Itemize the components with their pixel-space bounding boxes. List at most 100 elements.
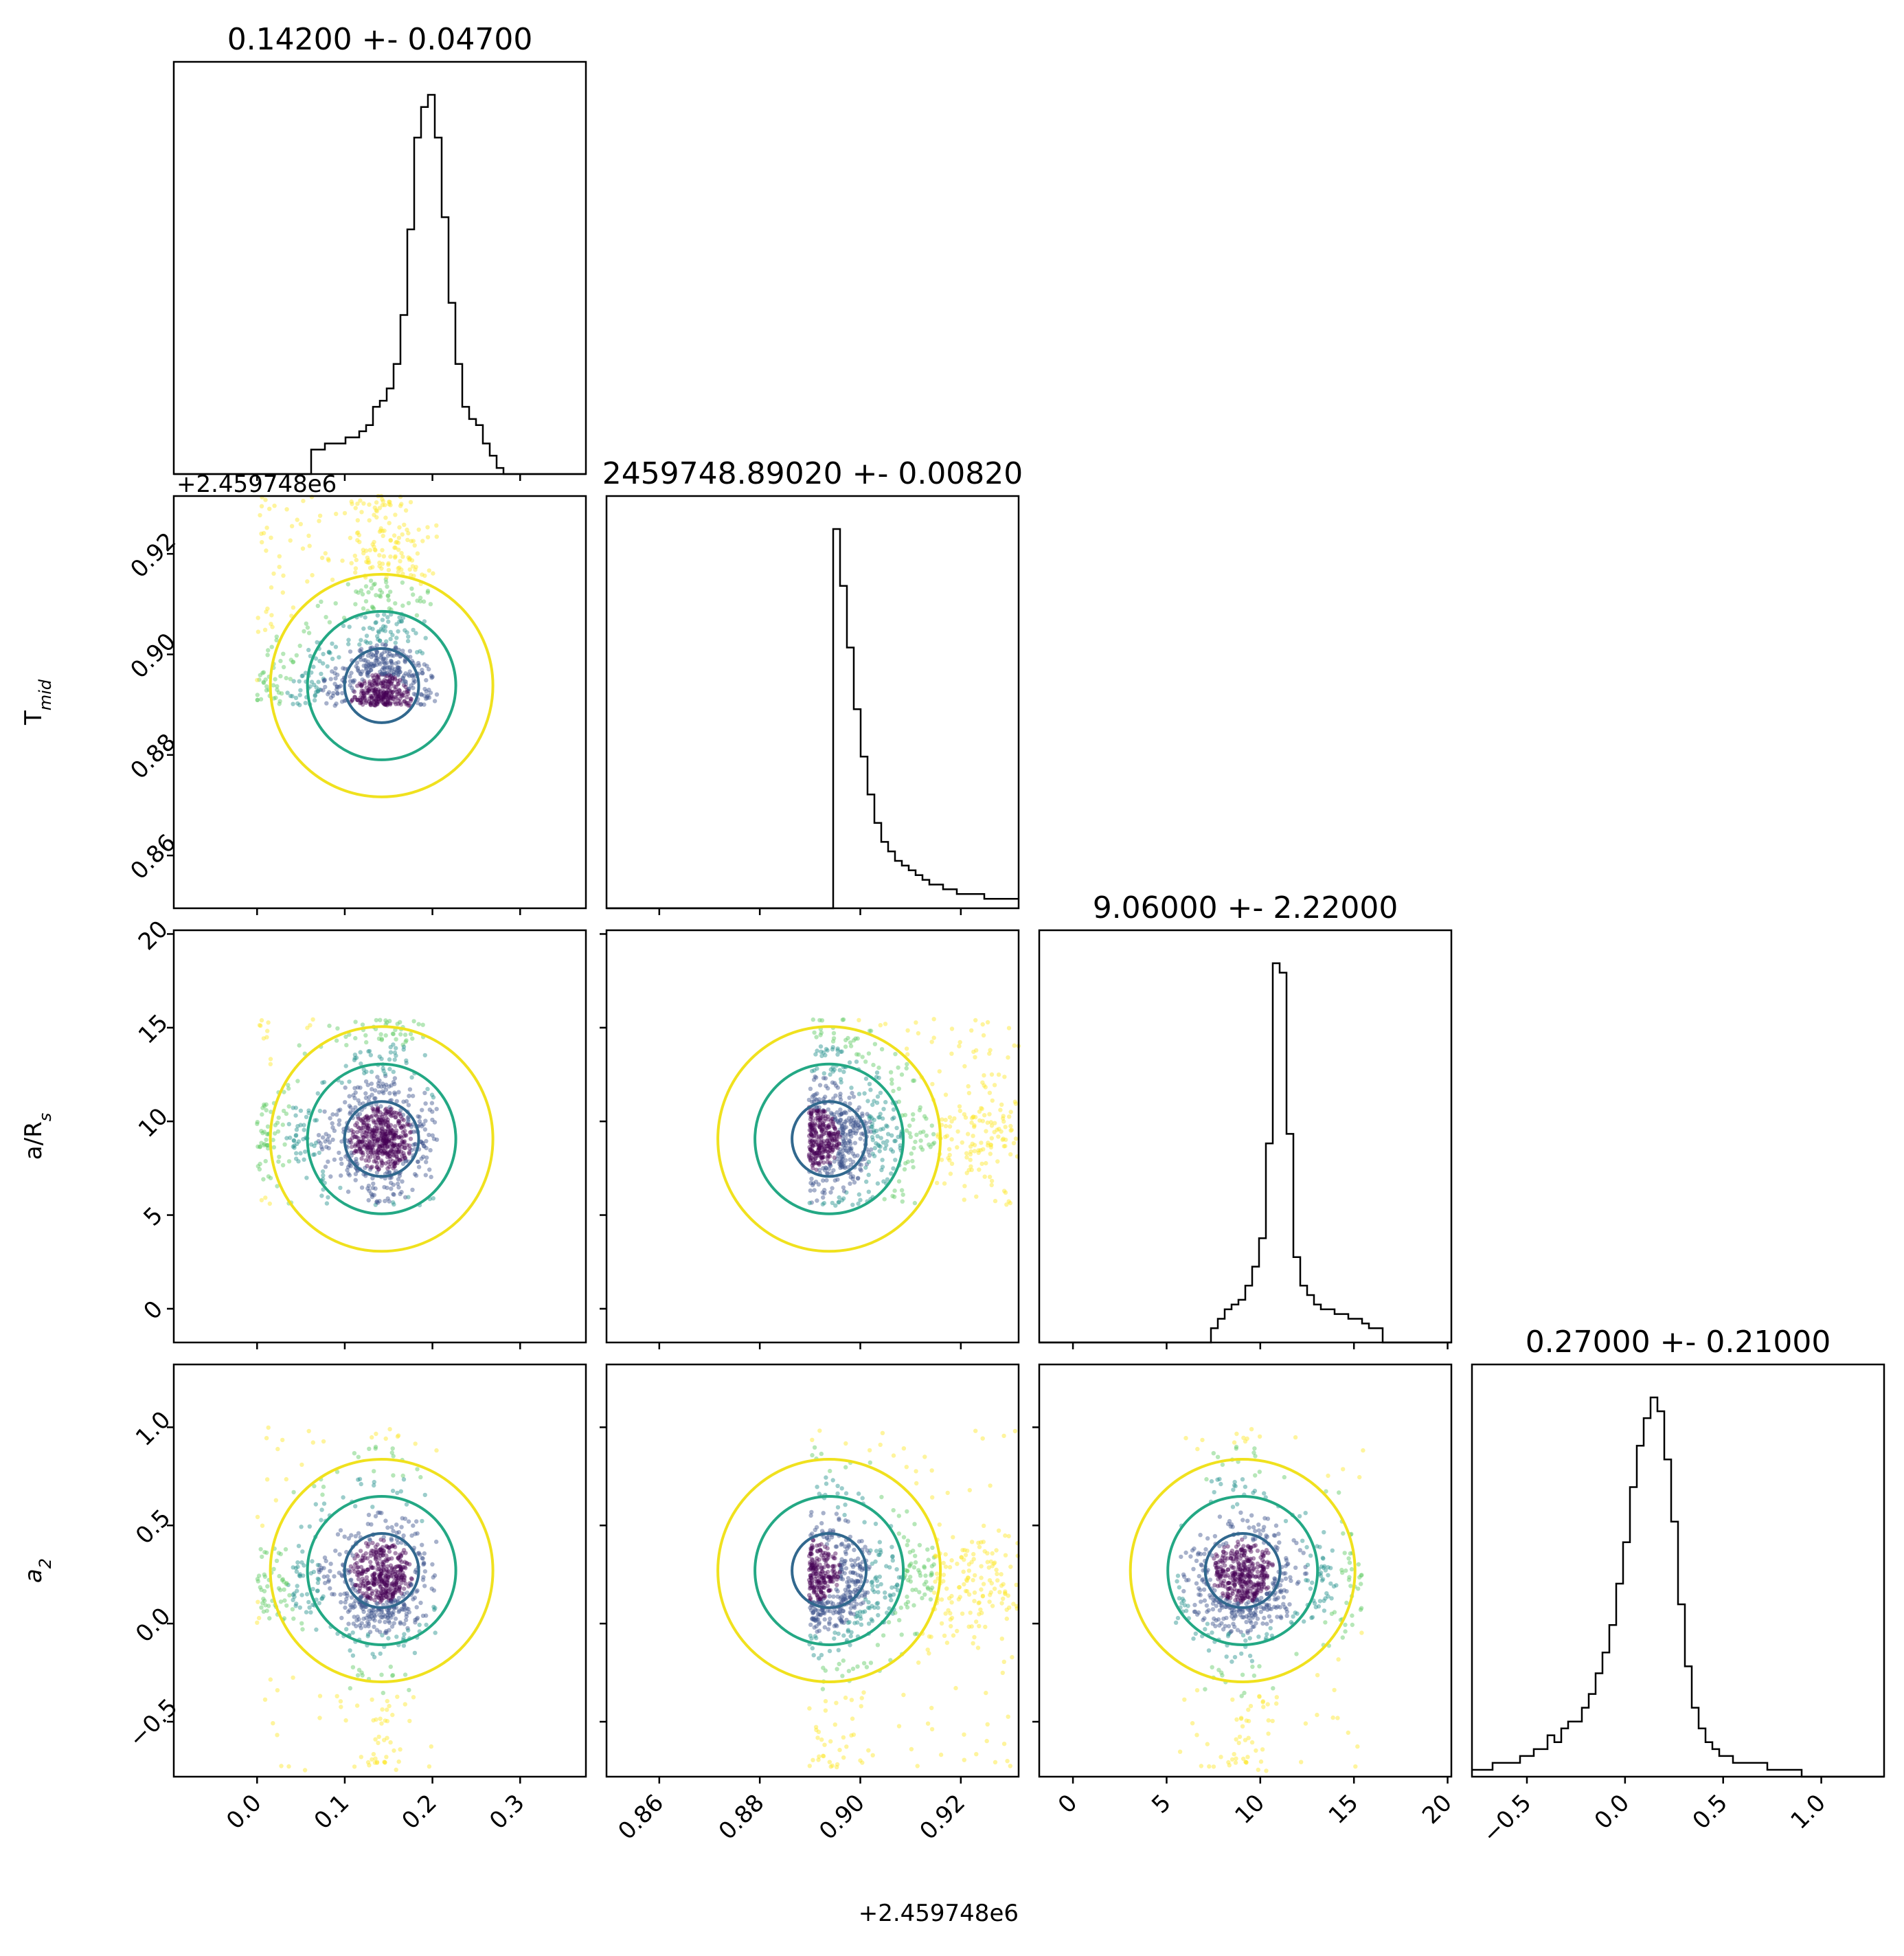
scatter-point bbox=[379, 1160, 384, 1165]
scatter-point bbox=[362, 694, 367, 699]
scatter-a2-vs-tmid bbox=[806, 1428, 1021, 1770]
scatter-point bbox=[355, 1143, 361, 1147]
scatter-point bbox=[384, 1140, 389, 1145]
scatter-point bbox=[368, 702, 374, 708]
scatter-point bbox=[320, 1596, 325, 1601]
scatter-point bbox=[366, 688, 371, 693]
scatter-point bbox=[394, 540, 398, 545]
scatter-point bbox=[385, 700, 389, 705]
scatter-point bbox=[317, 1716, 322, 1720]
scatter-point bbox=[859, 1538, 864, 1544]
scatter-point bbox=[1256, 1528, 1262, 1533]
scatter-point bbox=[379, 1036, 385, 1042]
scatter-point bbox=[383, 625, 388, 629]
scatter-point bbox=[265, 1584, 270, 1589]
scatter-point bbox=[847, 1095, 852, 1101]
scatter-point bbox=[385, 665, 389, 670]
scatter-point bbox=[889, 1081, 894, 1086]
scatter-point bbox=[859, 1593, 865, 1598]
scatter-point bbox=[367, 1763, 372, 1768]
scatter-point bbox=[404, 700, 409, 706]
scatter-point bbox=[411, 574, 416, 578]
scatter-point bbox=[314, 1627, 319, 1632]
scatter-point bbox=[987, 1174, 993, 1180]
scatter-point bbox=[384, 639, 389, 644]
scatter-point bbox=[893, 1052, 898, 1057]
scatter-point bbox=[403, 628, 407, 633]
scatter-point bbox=[384, 690, 389, 695]
scatter-point bbox=[421, 599, 427, 604]
scatter-point bbox=[828, 1616, 832, 1621]
scatter-point bbox=[338, 1592, 343, 1597]
scatter-point bbox=[816, 1583, 821, 1588]
scatter-point bbox=[315, 689, 320, 694]
scatter-point bbox=[965, 1549, 970, 1553]
scatter-point bbox=[375, 613, 380, 618]
scatter-point bbox=[302, 1563, 306, 1568]
scatter-point bbox=[1224, 1615, 1229, 1621]
scatter-point bbox=[846, 1544, 852, 1549]
scatter-point bbox=[372, 702, 377, 708]
scatter-point bbox=[368, 662, 373, 667]
scatter-point bbox=[385, 703, 389, 708]
scatter-point bbox=[381, 686, 385, 690]
scatter-point bbox=[434, 1539, 439, 1544]
scatter-point bbox=[399, 1567, 404, 1572]
scatter-point bbox=[852, 1547, 857, 1553]
scatter-ars-vs-rp bbox=[255, 1017, 440, 1208]
scatter-point bbox=[372, 1618, 377, 1623]
scatter-point bbox=[420, 539, 425, 543]
scatter-point bbox=[316, 1138, 321, 1144]
scatter-point bbox=[266, 1174, 271, 1179]
scatter-point bbox=[839, 1569, 845, 1575]
scatter-point bbox=[386, 693, 391, 697]
scatter-point bbox=[944, 1586, 949, 1591]
scatter-point bbox=[387, 1137, 392, 1143]
scatter-point bbox=[369, 661, 374, 666]
scatter-point bbox=[356, 590, 361, 595]
scatter-point bbox=[277, 1573, 282, 1579]
scatter-point bbox=[320, 1147, 325, 1151]
scatter-point bbox=[322, 677, 328, 682]
scatter-point bbox=[383, 629, 387, 633]
scatter-point bbox=[394, 1143, 400, 1147]
scatter-point bbox=[979, 1540, 984, 1544]
scatter-point bbox=[832, 1630, 837, 1635]
scatter-point bbox=[363, 700, 369, 706]
scatter-point bbox=[1322, 1608, 1327, 1613]
scatter-point bbox=[272, 504, 277, 508]
scatter-point bbox=[813, 1074, 817, 1079]
scatter-point bbox=[367, 688, 372, 693]
scatter-point bbox=[367, 681, 372, 686]
scatter-point bbox=[371, 1752, 376, 1757]
scatter-point bbox=[376, 1117, 381, 1122]
scatter-point bbox=[320, 1492, 325, 1497]
scatter-point bbox=[368, 640, 373, 645]
scatter-point bbox=[411, 1129, 416, 1134]
scatter-point bbox=[362, 1144, 367, 1149]
scatter-point bbox=[381, 1612, 386, 1617]
scatter-point bbox=[389, 658, 394, 664]
scatter-point bbox=[359, 510, 364, 515]
scatter-point bbox=[1269, 1619, 1273, 1623]
scatter-point bbox=[315, 1576, 320, 1582]
scatter-point bbox=[889, 1544, 894, 1549]
scatter-point bbox=[389, 662, 394, 666]
scatter-point bbox=[376, 637, 381, 642]
scatter-point bbox=[372, 678, 377, 683]
scatter-point bbox=[988, 1590, 994, 1595]
scatter-point bbox=[260, 1105, 265, 1110]
scatter-point bbox=[361, 1116, 365, 1122]
scatter-point bbox=[851, 1589, 857, 1594]
scatter-point bbox=[414, 613, 420, 618]
scatter-point bbox=[381, 680, 386, 686]
scatter-point bbox=[290, 694, 295, 699]
scatter-point bbox=[980, 1594, 986, 1599]
scatter-point bbox=[931, 1035, 936, 1040]
scatter-point bbox=[899, 1072, 905, 1077]
scatter-point bbox=[943, 1552, 948, 1557]
scatter-point bbox=[293, 1133, 298, 1138]
scatter-point bbox=[844, 1744, 849, 1749]
scatter-point bbox=[372, 544, 376, 549]
scatter-point bbox=[836, 1610, 841, 1615]
